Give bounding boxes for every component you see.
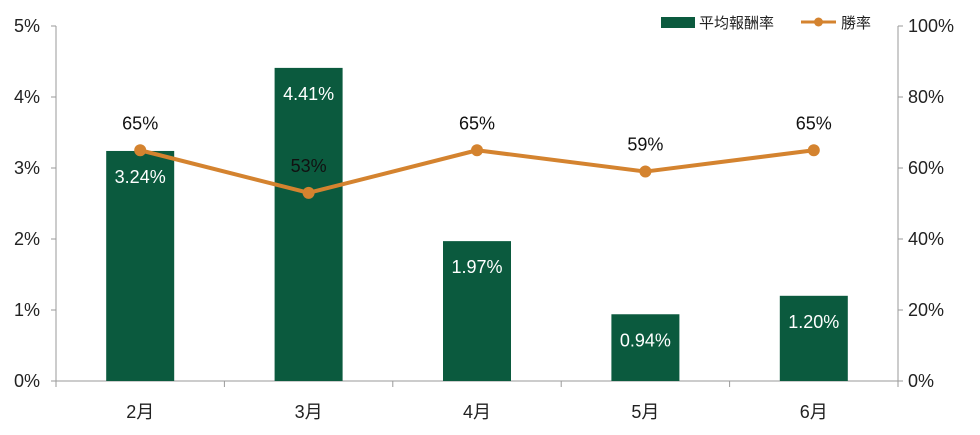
legend-marker-line: [814, 17, 823, 27]
bar: [274, 67, 343, 381]
bar-value-label: 1.20%: [788, 312, 839, 332]
win-rate-label: 65%: [459, 113, 495, 133]
win-rate-line: [139, 148, 815, 195]
line-series: [134, 144, 820, 199]
win-rate-point: [134, 144, 147, 157]
bar-value-label: 1.97%: [451, 257, 502, 277]
x-tick-label: 6月: [800, 402, 828, 422]
y-left-tick-label: 5%: [14, 16, 40, 36]
bar: [443, 241, 511, 381]
y-right-tick-label: 40%: [908, 229, 944, 249]
x-tick-label: 4月: [463, 402, 491, 422]
axes: 0% 1% 2% 3% 4% 5% 0% 20% 40% 60% 80% 100% 2月 3月 4月 5月 6月: [14, 16, 954, 422]
bar-value-label: 0.94%: [620, 330, 671, 350]
x-tick-label: 3月: [295, 402, 323, 422]
win-rate-point: [302, 186, 315, 199]
legend-swatch-bar: [661, 17, 695, 28]
bar: [611, 314, 680, 381]
win-rate-label: 59%: [627, 135, 663, 155]
bar: [106, 150, 175, 381]
legend: 平均報酬率 勝率: [661, 15, 871, 32]
y-right-tick-label: 100%: [908, 16, 954, 36]
data-labels: 3.24% 4.41% 1.97% 0.94% 1.20% 65% 53% 65% 59% 65%: [115, 84, 840, 350]
legend-label-bar: 平均報酬率: [699, 15, 774, 32]
x-tick-label: 2月: [126, 402, 154, 422]
legend-label-line: 勝率: [841, 15, 871, 32]
win-rate-label: 65%: [122, 113, 158, 133]
y-left-tick-label: 1%: [14, 300, 40, 320]
bar-series: [106, 67, 848, 381]
y-left-tick-label: 3%: [14, 158, 40, 178]
bar-value-label: 4.41%: [283, 84, 334, 104]
x-tick-label: 5月: [631, 402, 659, 422]
y-right-tick-label: 20%: [908, 300, 944, 320]
y-right-tick-label: 0%: [908, 371, 934, 391]
y-right-tick-label: 60%: [908, 158, 944, 178]
win-rate-label: 65%: [796, 113, 832, 133]
y-left-tick-label: 2%: [14, 229, 40, 249]
bar-value-label: 3.24%: [115, 167, 166, 187]
bar: [779, 295, 848, 381]
y-left-tick-label: 4%: [14, 87, 40, 107]
y-left-tick-label: 0%: [14, 371, 40, 391]
win-rate-label: 53%: [291, 156, 327, 176]
y-right-tick-label: 80%: [908, 87, 944, 107]
win-rate-point: [471, 144, 483, 157]
win-rate-point: [807, 144, 820, 157]
win-rate-point: [639, 165, 652, 178]
